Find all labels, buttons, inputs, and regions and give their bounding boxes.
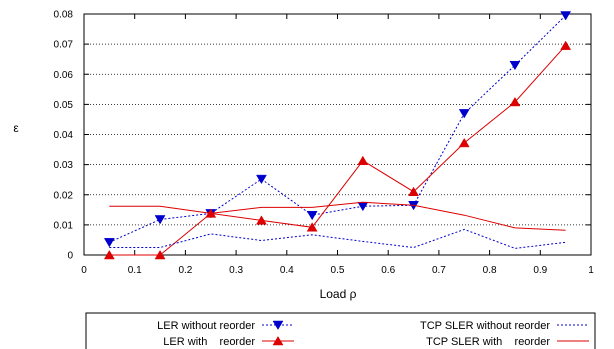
legend-swatch-marker bbox=[272, 336, 284, 346]
legend-item: LER with reorder bbox=[163, 336, 294, 348]
data-point bbox=[103, 250, 115, 260]
legend-label: LER without reorder bbox=[157, 320, 255, 332]
x-tick-label: 1 bbox=[588, 265, 594, 276]
data-point bbox=[306, 210, 318, 221]
series-2 bbox=[103, 40, 572, 260]
legend: LER without reorder LER with reorder TCP S… bbox=[85, 312, 596, 349]
legend-item: TCP SLER with reorder bbox=[426, 336, 589, 348]
y-tick-label: 0.03 bbox=[54, 160, 74, 171]
x-tick-label: 0.7 bbox=[432, 265, 446, 276]
y-tick-label: 0.08 bbox=[54, 10, 74, 21]
data-point bbox=[256, 174, 267, 185]
series-line bbox=[109, 201, 566, 231]
legend-item: TCP SLER without reorder bbox=[420, 320, 589, 332]
series-line bbox=[109, 45, 566, 256]
data-point bbox=[509, 60, 521, 71]
series-line bbox=[109, 228, 566, 249]
legend-items: LER without reorder LER with reorder TCP S… bbox=[157, 320, 589, 348]
data-point bbox=[154, 215, 166, 225]
y-tick-label: 0.04 bbox=[54, 130, 74, 141]
x-tick-label: 0.9 bbox=[533, 265, 547, 276]
y-axis-label: ε bbox=[13, 121, 19, 135]
data-point bbox=[256, 215, 267, 225]
x-tick-label: 0.8 bbox=[483, 265, 497, 276]
data-point bbox=[154, 250, 166, 260]
data-point bbox=[306, 222, 318, 232]
series-1 bbox=[103, 11, 572, 248]
y-tick-label: 0 bbox=[67, 251, 73, 262]
data-point bbox=[357, 155, 369, 165]
series-line bbox=[109, 15, 566, 243]
x-tick-label: 0.1 bbox=[128, 265, 142, 276]
x-tick-label: 0.3 bbox=[229, 265, 243, 276]
y-tick-label: 0.01 bbox=[54, 220, 74, 231]
x-axis-label: Load ρ bbox=[320, 287, 357, 301]
y-tick-label: 0.05 bbox=[54, 100, 74, 111]
grid-lines bbox=[84, 43, 591, 226]
x-tick-label: 0 bbox=[81, 265, 87, 276]
y-tick-label: 0.07 bbox=[54, 40, 74, 51]
x-tick-label: 0.6 bbox=[381, 265, 395, 276]
legend-label: LER with reorder bbox=[163, 336, 255, 348]
series-4 bbox=[109, 201, 566, 231]
legend-item: LER without reorder bbox=[157, 320, 294, 332]
legend-box bbox=[85, 312, 596, 349]
series-3 bbox=[109, 228, 566, 249]
x-tick-label: 0.2 bbox=[178, 265, 192, 276]
x-tick-label: 0.4 bbox=[280, 265, 294, 276]
series-layer bbox=[103, 11, 572, 260]
data-point bbox=[560, 11, 572, 21]
y-tick-label: 0.02 bbox=[54, 190, 74, 201]
data-point bbox=[509, 96, 521, 107]
data-point bbox=[408, 186, 419, 196]
data-point bbox=[560, 40, 572, 50]
x-tick-label: 0.5 bbox=[331, 265, 345, 276]
legend-label: TCP SLER without reorder bbox=[420, 320, 550, 332]
axis-ticks bbox=[83, 13, 592, 256]
y-axis-tick-labels: 0 0.01 0.02 0.03 0.04 0.05 0.06 0.07 0.08 bbox=[54, 10, 74, 262]
x-axis-tick-labels: 0 0.1 0.2 0.3 0.4 0.5 0.6 0.7 0.8 0.9 1 bbox=[81, 265, 594, 276]
data-point bbox=[458, 109, 470, 119]
legend-swatch-marker bbox=[272, 320, 284, 330]
legend-label: TCP SLER with reorder bbox=[426, 336, 550, 348]
data-point bbox=[103, 238, 115, 248]
data-point bbox=[458, 137, 470, 148]
y-tick-label: 0.06 bbox=[54, 70, 74, 81]
